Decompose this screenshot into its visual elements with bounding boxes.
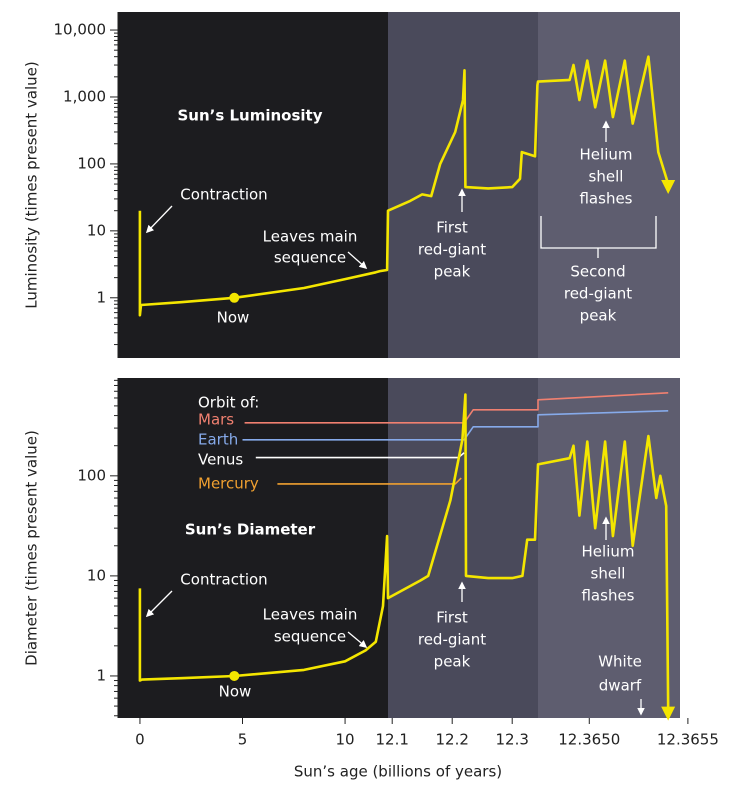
y-axis-label: Diameter (times present value) xyxy=(23,430,41,666)
annotation: White xyxy=(598,653,642,671)
x-tick-label: 12.1 xyxy=(375,731,408,749)
orbit-line xyxy=(277,477,462,485)
annotation: First xyxy=(436,219,468,237)
panel-title: Sun’s Diameter xyxy=(185,521,316,539)
x-tick-label: 5 xyxy=(238,731,248,749)
y-tick-label: 10 xyxy=(87,566,106,584)
annotation: peak xyxy=(434,653,471,671)
panel-segment xyxy=(118,12,388,358)
annotation: Helium xyxy=(582,543,635,561)
y-tick-label: 10,000 xyxy=(54,21,107,39)
x-tick-label: 0 xyxy=(135,731,145,749)
annotation-arrow xyxy=(145,590,173,618)
x-tick-label: 12.3650 xyxy=(558,731,620,749)
annotation: red-giant xyxy=(418,631,486,649)
annotation: flashes xyxy=(579,190,632,208)
legend-entry: Earth xyxy=(198,431,238,449)
x-axis-label: Sun’s age (billions of years) xyxy=(294,763,502,781)
annotation: red-giant xyxy=(564,285,632,303)
orbit-line xyxy=(242,410,669,441)
annotation: Now xyxy=(219,683,252,701)
x-tick-label: 12.3 xyxy=(495,731,528,749)
y-tick-label: 100 xyxy=(77,154,106,172)
annotation-arrow xyxy=(347,631,368,648)
y-tick-label: 10 xyxy=(87,221,106,239)
annotation: sequence xyxy=(274,628,346,646)
legend-entry: Mars xyxy=(198,411,234,429)
legend-entry: Venus xyxy=(198,451,243,469)
y-tick-label: 1 xyxy=(96,288,106,306)
annotation: First xyxy=(436,609,468,627)
x-tick-label: 12.3655 xyxy=(657,731,719,749)
annotation: Second xyxy=(570,263,625,281)
annotation: peak xyxy=(580,307,617,325)
y-tick-label: 1,000 xyxy=(63,87,106,105)
now-marker xyxy=(229,292,240,303)
panel-segment xyxy=(118,378,388,718)
curve xyxy=(138,393,670,711)
annotation: shell xyxy=(589,168,624,186)
y-tick-label: 100 xyxy=(77,466,106,484)
y-axis-label: Luminosity (times present value) xyxy=(23,61,41,309)
annotation-arrow xyxy=(145,205,173,234)
annotation: peak xyxy=(434,263,471,281)
now-marker xyxy=(229,670,240,681)
annotation: Now xyxy=(217,309,250,327)
annotation: red-giant xyxy=(418,241,486,259)
panel-segment xyxy=(538,12,680,358)
y-tick-label: 1 xyxy=(96,666,106,684)
curve-arrowhead xyxy=(661,706,676,721)
panel-segment xyxy=(538,378,680,718)
annotation: sequence xyxy=(274,249,346,267)
annotation: Leaves main xyxy=(263,228,358,246)
annotation: Contraction xyxy=(180,571,267,589)
panel-title: Sun’s Luminosity xyxy=(177,107,322,125)
orbit-label: Orbit of: xyxy=(198,394,259,412)
annotation: Leaves main xyxy=(263,606,358,624)
x-tick-label: 12.2 xyxy=(435,731,468,749)
annotation: Contraction xyxy=(180,186,267,204)
legend-entry: Mercury xyxy=(198,475,259,493)
annotation: Helium xyxy=(580,146,633,164)
annotation: shell xyxy=(591,565,626,583)
curve-arrowhead xyxy=(661,180,676,195)
annotation: dwarf xyxy=(599,677,642,695)
orbit-line xyxy=(244,392,669,424)
curve xyxy=(138,55,670,317)
annotation-arrow xyxy=(347,251,368,270)
annotation: flashes xyxy=(581,587,634,605)
x-tick-label: 10 xyxy=(336,731,355,749)
